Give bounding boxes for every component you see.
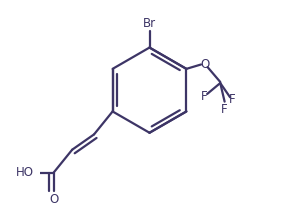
Text: F: F — [201, 90, 207, 103]
Text: O: O — [49, 193, 58, 206]
Text: Br: Br — [143, 17, 156, 30]
Text: F: F — [221, 103, 228, 116]
Text: F: F — [229, 93, 236, 106]
Text: HO: HO — [16, 166, 34, 179]
Text: O: O — [200, 58, 210, 71]
